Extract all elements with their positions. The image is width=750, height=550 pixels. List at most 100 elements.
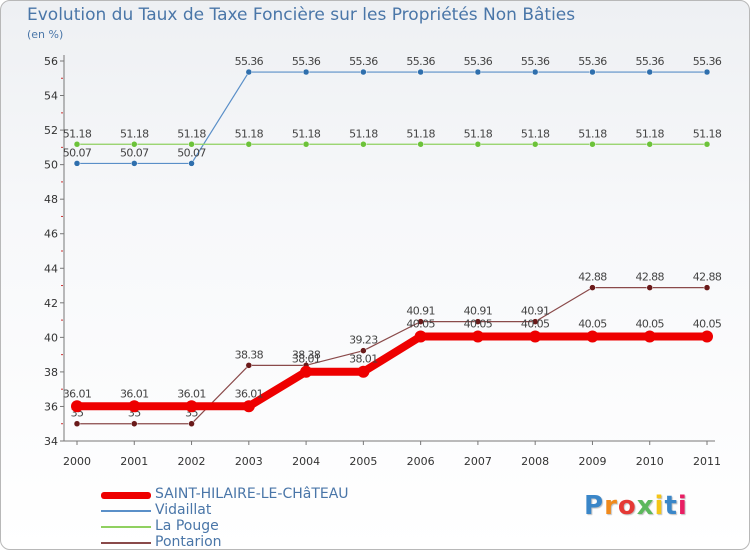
data-label-la-pouge: 51.18 (63, 127, 92, 140)
data-label-vidaillat: 55.36 (406, 55, 435, 68)
data-label-saint-hilaire-le-ch-teau: 40.05 (406, 318, 435, 331)
data-label-la-pouge: 51.18 (177, 127, 206, 140)
data-point-vidaillat (360, 68, 367, 76)
data-label-saint-hilaire-le-ch-teau: 36.01 (177, 387, 206, 400)
data-point-la-pouge (417, 141, 424, 148)
data-point-saint-hilaire-le-ch-teau (357, 365, 370, 378)
data-label-saint-hilaire-le-ch-teau: 40.05 (464, 318, 493, 331)
y-tick-label: 48 (44, 193, 58, 206)
data-point-saint-hilaire-le-ch-teau (471, 330, 484, 343)
data-point-vidaillat (589, 68, 596, 76)
data-label-la-pouge: 51.18 (635, 127, 664, 140)
y-tick-label: 50 (44, 159, 58, 172)
data-point-vidaillat (131, 160, 138, 167)
data-point-la-pouge (474, 141, 482, 148)
legend-label-pontarion: Pontarion (155, 534, 222, 550)
legend-label-la-pouge: La Pouge (155, 518, 219, 534)
data-label-vidaillat: 55.36 (235, 55, 264, 68)
data-point-saint-hilaire-le-ch-teau (529, 330, 542, 343)
x-tick-label: 2011 (693, 455, 721, 468)
x-tick-label: 2003 (235, 455, 263, 468)
data-label-pontarion: 38.38 (292, 348, 321, 361)
x-tick-label: 2000 (63, 455, 91, 468)
data-point-saint-hilaire-le-ch-teau (586, 330, 599, 343)
data-point-la-pouge (245, 141, 253, 148)
data-label-vidaillat: 50.07 (120, 146, 149, 159)
data-point-pontarion (131, 420, 138, 427)
data-point-vidaillat (703, 68, 711, 76)
data-label-vidaillat: 55.36 (464, 55, 493, 68)
data-point-la-pouge (589, 141, 596, 148)
data-point-la-pouge (131, 141, 138, 148)
data-point-vidaillat (531, 68, 539, 76)
x-tick-label: 2009 (578, 455, 606, 468)
data-label-saint-hilaire-le-ch-teau: 38.01 (292, 353, 321, 366)
logo-letter: o (617, 491, 637, 521)
data-point-vidaillat (646, 68, 653, 76)
logo-letter: r (604, 491, 618, 521)
data-point-pontarion (531, 318, 539, 325)
data-point-la-pouge (703, 141, 711, 148)
x-tick-label: 2005 (349, 455, 377, 468)
legend-label-saint-hilaire: SAINT-HILAIRE-LE-CHâTEAU (155, 486, 349, 502)
series-line-saint-hilaire-le-ch-teau (73, 332, 711, 411)
data-label-la-pouge: 51.18 (578, 127, 607, 140)
chart-title: Evolution du Taux de Taxe Foncière sur l… (27, 5, 576, 25)
data-label-saint-hilaire-le-ch-teau: 40.05 (521, 318, 550, 331)
legend-swatch-pontarion (101, 542, 151, 544)
data-point-saint-hilaire-le-ch-teau (701, 330, 713, 343)
data-label-saint-hilaire-le-ch-teau: 40.05 (578, 318, 607, 331)
data-label-pontarion: 42.88 (635, 271, 664, 284)
x-tick-label: 2008 (521, 455, 549, 468)
y-tick-label: 40 (44, 331, 58, 344)
data-label-saint-hilaire-le-ch-teau: 36.01 (235, 387, 264, 400)
data-label-pontarion: 38.38 (235, 348, 264, 361)
y-tick-label: 42 (44, 297, 58, 310)
y-tick-label: 36 (44, 400, 58, 413)
y-tick-label: 56 (44, 55, 58, 68)
data-point-pontarion (360, 347, 367, 354)
data-point-pontarion (474, 318, 482, 325)
data-point-pontarion (245, 362, 253, 369)
x-tick-label: 2001 (120, 455, 148, 468)
data-point-vidaillat (188, 160, 195, 167)
data-label-la-pouge: 51.18 (521, 127, 550, 140)
data-label-pontarion: 42.88 (578, 271, 607, 284)
legend-swatch-saint-hilaire (101, 492, 151, 499)
data-label-saint-hilaire-le-ch-teau: 36.01 (63, 387, 92, 400)
x-tick-label: 2002 (178, 455, 206, 468)
data-point-pontarion (73, 420, 81, 427)
x-tick-label: 2010 (636, 455, 664, 468)
data-point-la-pouge (531, 141, 539, 148)
proxiti-logo: Proxiti (584, 491, 688, 521)
data-label-la-pouge: 51.18 (349, 127, 378, 140)
data-point-pontarion (703, 284, 711, 291)
x-tick-label: 2006 (407, 455, 435, 468)
legend-label-vidaillat: Vidaillat (155, 502, 212, 518)
data-point-pontarion (188, 420, 195, 427)
data-point-saint-hilaire-le-ch-teau (128, 400, 141, 413)
data-point-saint-hilaire-le-ch-teau (185, 400, 198, 413)
data-point-vidaillat (302, 68, 310, 76)
data-label-la-pouge: 51.18 (464, 127, 493, 140)
data-label-saint-hilaire-le-ch-teau: 36.01 (120, 387, 149, 400)
data-point-la-pouge (302, 141, 310, 148)
logo-letter: P (584, 491, 605, 521)
y-tick-label: 52 (44, 124, 58, 137)
logo-letter: x (636, 491, 655, 521)
data-label-pontarion: 40.91 (521, 305, 550, 318)
data-label-pontarion: 40.91 (406, 305, 435, 318)
x-tick-label: 2004 (292, 455, 320, 468)
data-label-la-pouge: 51.18 (693, 127, 722, 140)
data-label-la-pouge: 51.18 (292, 127, 321, 140)
data-label-vidaillat: 55.36 (578, 55, 607, 68)
data-point-vidaillat (245, 68, 253, 76)
y-tick-label: 34 (44, 435, 58, 448)
data-label-vidaillat: 50.07 (177, 146, 206, 159)
logo-letter: i (677, 491, 688, 521)
legend-swatch-vidaillat (101, 510, 151, 512)
data-point-la-pouge (73, 141, 81, 148)
data-label-vidaillat: 55.36 (349, 55, 378, 68)
